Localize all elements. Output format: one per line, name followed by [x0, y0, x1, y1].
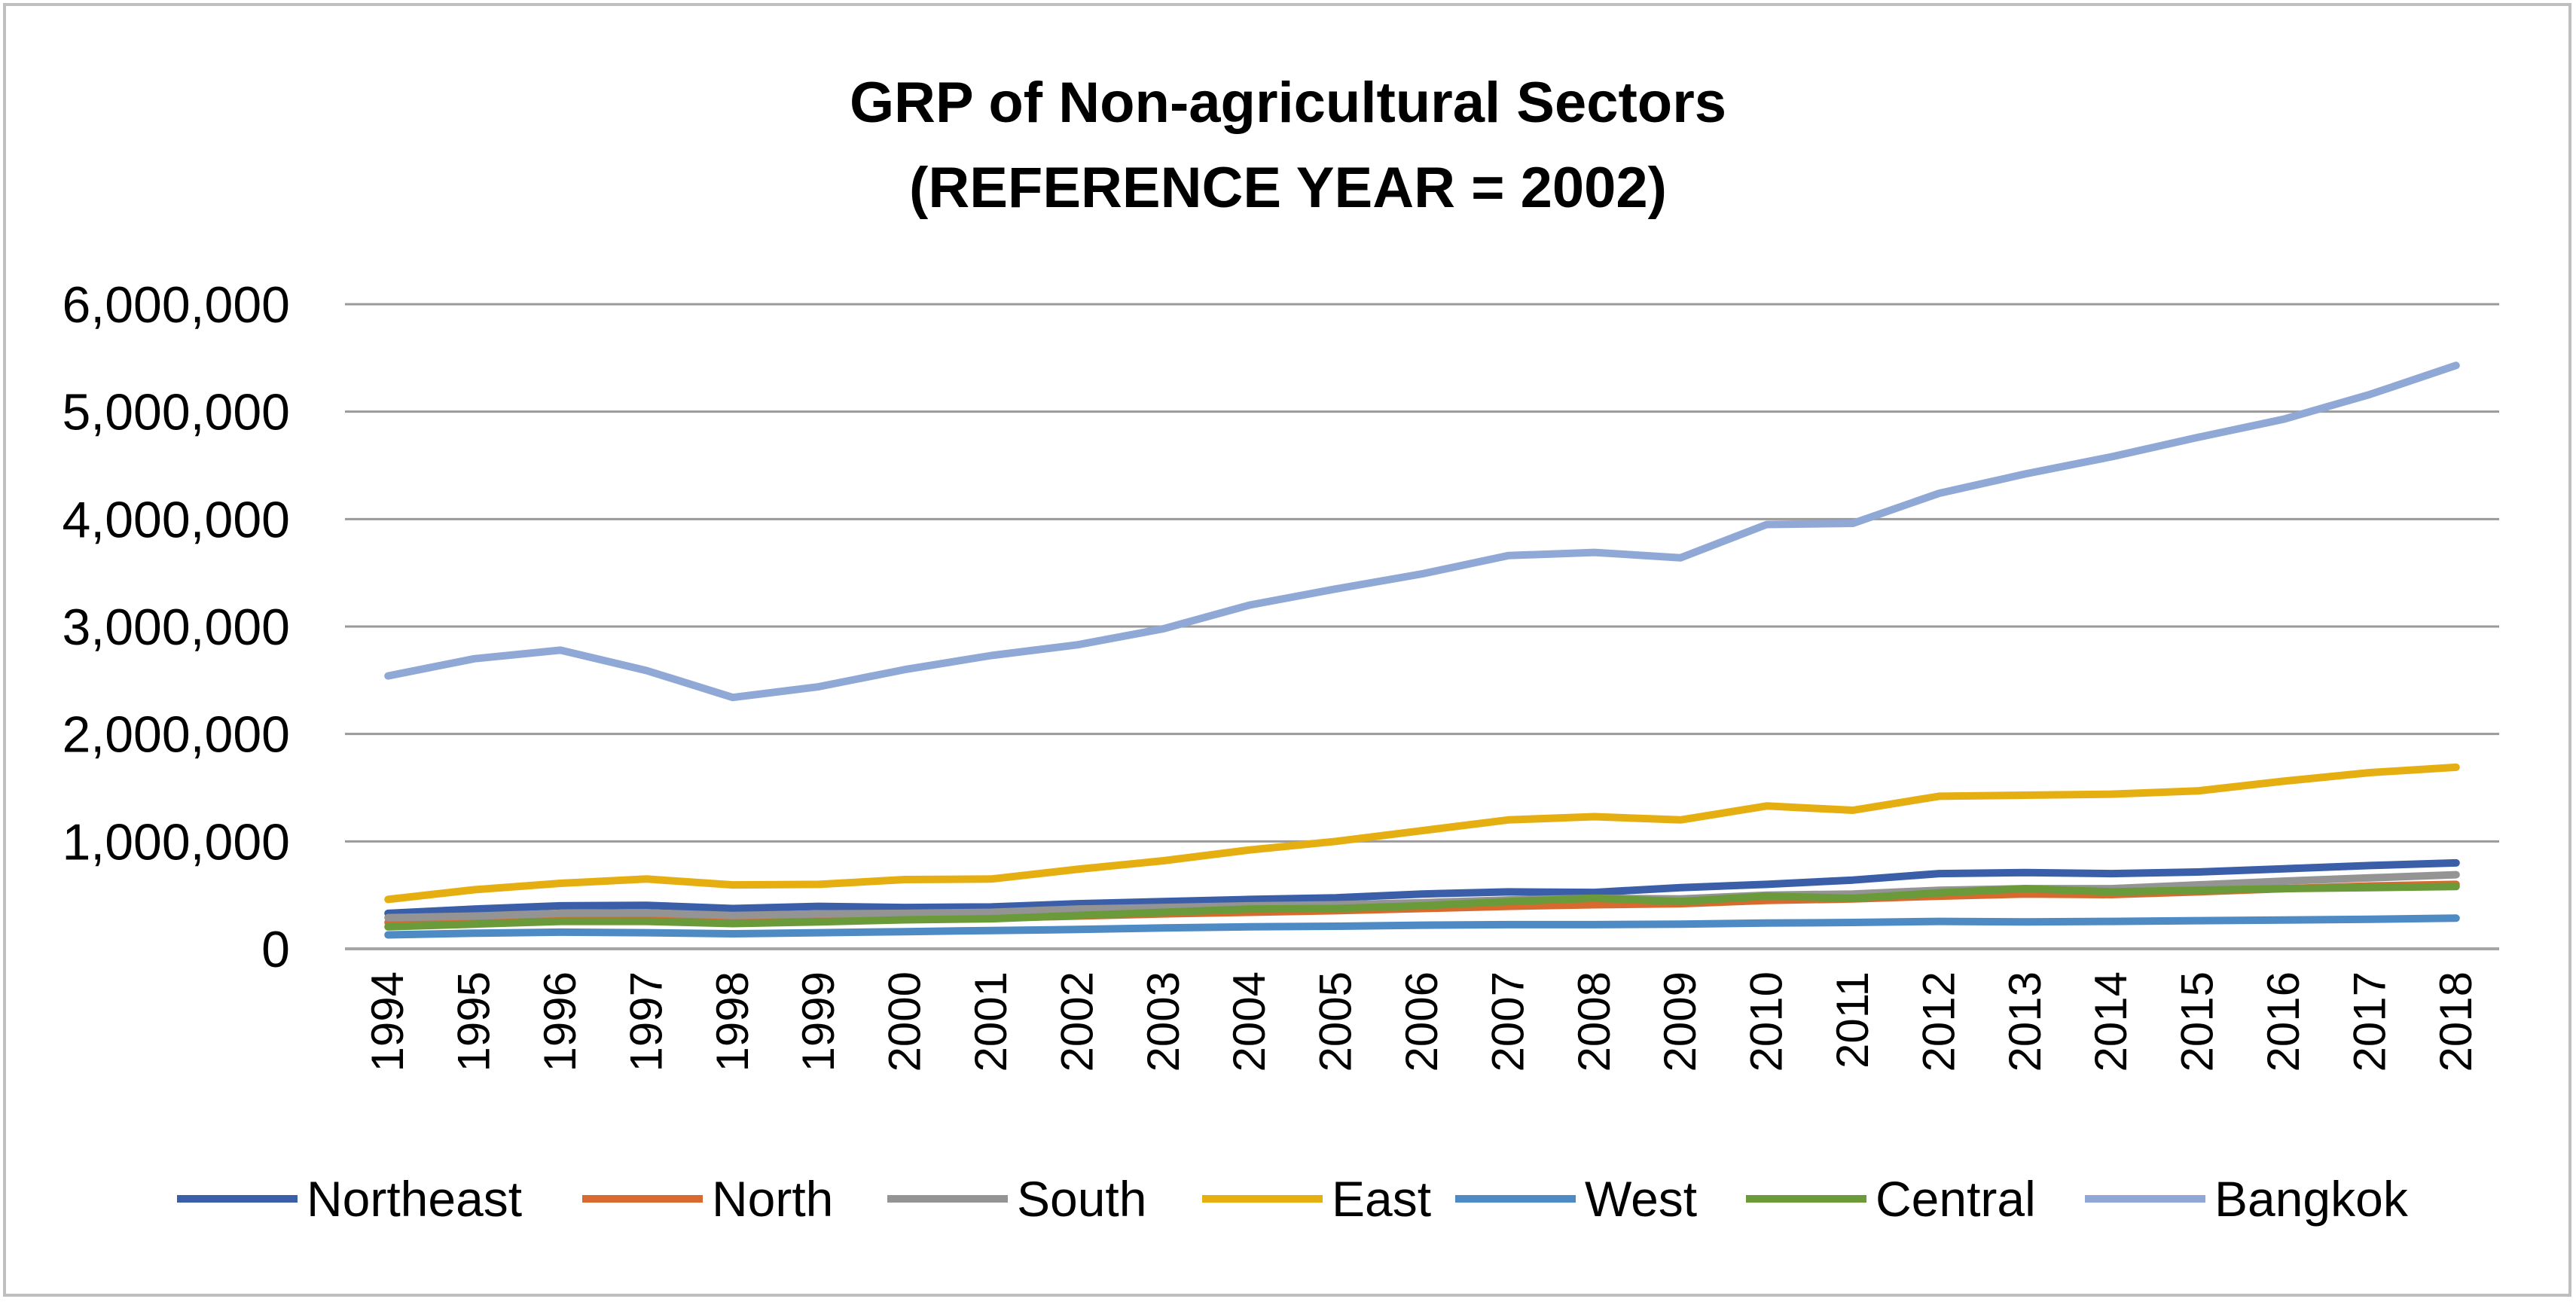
y-tick-label: 1,000,000 [62, 813, 290, 871]
x-tick-label: 2007 [1482, 971, 1533, 1072]
legend: Northeast North South East West Central Bangko… [177, 1171, 2409, 1227]
gridlines [345, 303, 2499, 950]
series-line-east [384, 763, 2460, 904]
x-tick-label: 2014 [2086, 971, 2136, 1072]
series-line-northeast [384, 858, 2460, 917]
x-tick-label: 2016 [2258, 971, 2309, 1072]
x-tick-label: 1999 [793, 971, 844, 1072]
y-tick-label: 6,000,000 [62, 276, 290, 334]
series-lines [384, 361, 2460, 939]
x-tick-label: 1996 [535, 971, 585, 1072]
y-tick-label: 3,000,000 [62, 599, 290, 656]
y-tick-label: 2,000,000 [62, 706, 290, 764]
x-axis-tick-labels: 1994 1995 1996 1997 1998 1999 2000 2001 2002 2003… [362, 971, 2481, 1072]
x-tick-label: 2008 [1569, 971, 1619, 1072]
y-tick-label: 5,000,000 [62, 384, 290, 441]
series-line-west [384, 914, 2460, 939]
x-tick-label: 2015 [2172, 971, 2223, 1072]
x-tick-label: 1998 [707, 971, 758, 1072]
series-line-bangkok [384, 361, 2460, 702]
legend-label: East [1332, 1171, 1431, 1227]
x-tick-label: 2006 [1396, 971, 1447, 1072]
x-tick-label: 2010 [1741, 971, 1792, 1072]
legend-label: South [1017, 1171, 1146, 1227]
chart-subtitle: (REFERENCE YEAR = 2002) [909, 156, 1667, 220]
series-line-central [384, 883, 2460, 931]
x-tick-label: 1994 [362, 971, 413, 1072]
x-tick-label: 2002 [1051, 971, 1102, 1072]
y-tick-label: 4,000,000 [62, 491, 290, 548]
legend-label: Northeast [307, 1171, 522, 1227]
y-tick-label: 0 [261, 921, 290, 978]
legend-label: Bangkok [2214, 1171, 2409, 1227]
x-tick-label: 2004 [1224, 971, 1274, 1072]
legend-label: West [1585, 1171, 1697, 1227]
legend-label: Central [1876, 1171, 2036, 1227]
y-axis-tick-labels: 0 1,000,000 2,000,000 3,000,000 4,000,000 5,0… [62, 276, 290, 978]
x-tick-label: 2012 [1913, 971, 1964, 1072]
x-tick-label: 2013 [2000, 971, 2050, 1072]
x-tick-label: 1997 [621, 971, 671, 1072]
x-tick-label: 2005 [1311, 971, 1361, 1072]
x-tick-label: 2017 [2344, 971, 2394, 1072]
x-tick-label: 2001 [966, 971, 1016, 1072]
x-tick-label: 1995 [449, 971, 499, 1072]
x-tick-label: 2011 [1827, 971, 1878, 1069]
x-tick-label: 2000 [880, 971, 930, 1072]
x-tick-label: 2003 [1138, 971, 1189, 1072]
x-tick-label: 2009 [1655, 971, 1705, 1072]
legend-label: North [712, 1171, 833, 1227]
x-tick-label: 2018 [2431, 971, 2481, 1072]
chart-border [3, 3, 2571, 1297]
chart-title: GRP of Non-agricultural Sectors [850, 71, 1726, 135]
